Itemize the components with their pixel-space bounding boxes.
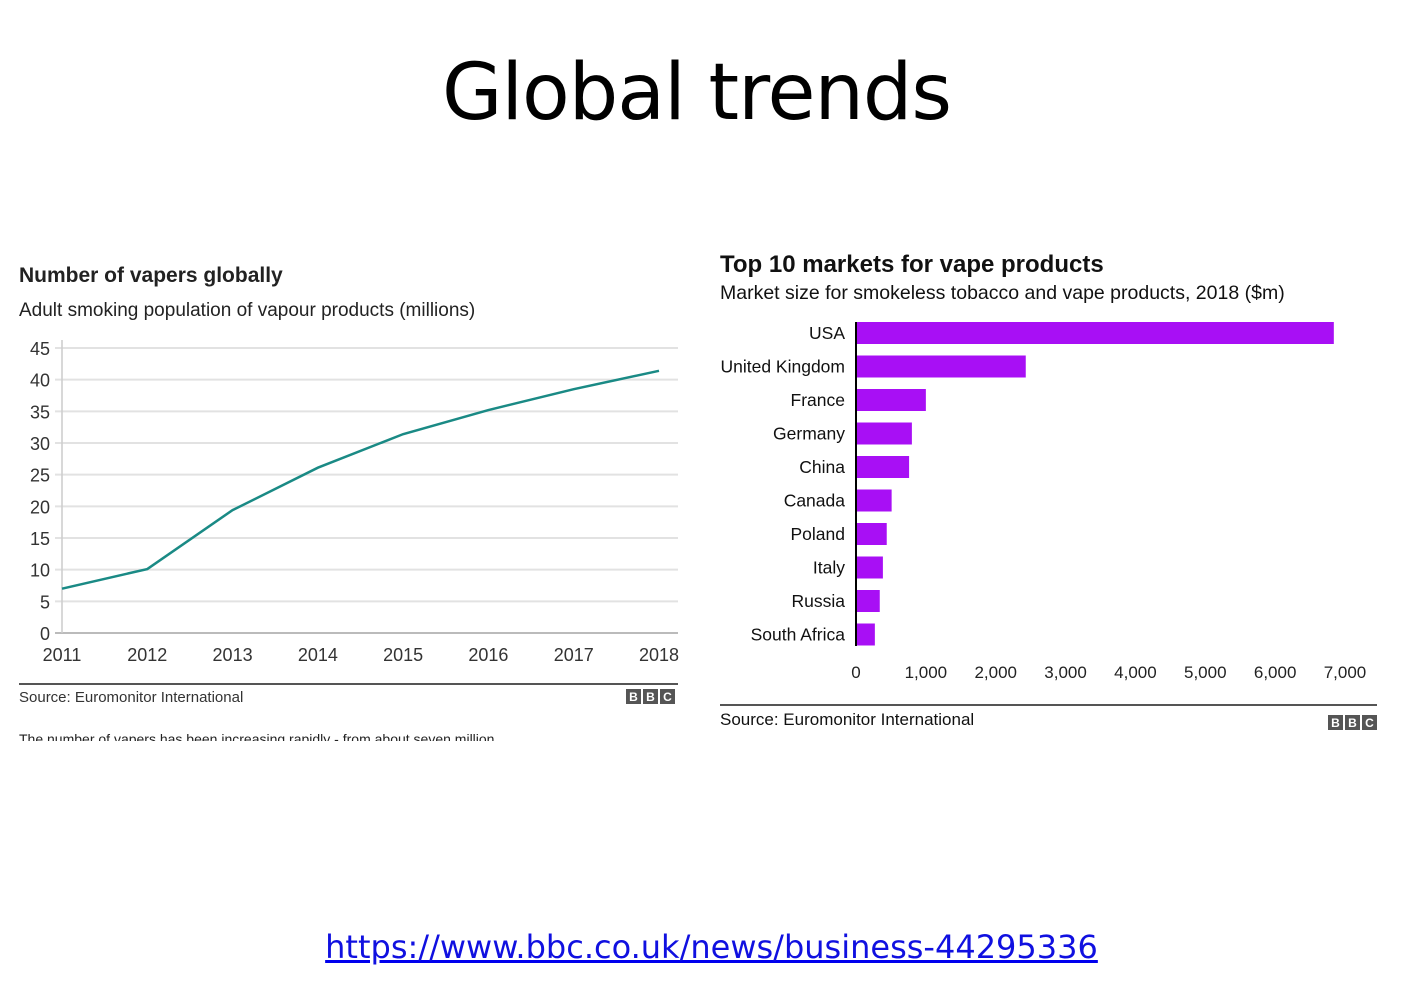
x-tick-label: 5,000 (1184, 663, 1227, 682)
logo-block (1362, 715, 1377, 730)
bar-italy (856, 556, 883, 579)
bar-poland (856, 523, 887, 545)
x-tick-label: 1,000 (905, 663, 948, 682)
line-chart-source: Source: Euromonitor International (19, 689, 243, 706)
y-tick-label: 45 (30, 339, 50, 359)
bar-germany (856, 422, 912, 445)
logo-letter: C (663, 690, 672, 704)
y-tick-label: 20 (30, 497, 50, 517)
line-chart-title: Number of vapers globally (19, 264, 283, 287)
source-link[interactable]: https://www.bbc.co.uk/news/business-4429… (0, 928, 1423, 966)
article-caption: The number of vapers has been increasing… (19, 731, 495, 741)
bar-united-kingdom (856, 355, 1026, 378)
y-tick-label: 30 (30, 434, 50, 454)
x-tick-label: 2018 (639, 645, 679, 665)
logo-letter: B (646, 690, 655, 704)
x-tick-label: 0 (851, 663, 860, 682)
bar-russia (856, 590, 880, 612)
bar-chart-title: Top 10 markets for vape products (720, 251, 1104, 278)
logo-letter: C (1365, 716, 1374, 730)
logo-letter: B (1331, 716, 1340, 730)
category-label: Canada (784, 491, 846, 511)
logo-letter: B (629, 690, 638, 704)
x-tick-label: 2012 (127, 645, 167, 665)
caption-clip: The number of vapers has been increasing… (19, 731, 619, 741)
category-label: USA (809, 323, 845, 343)
y-tick-label: 25 (30, 466, 50, 486)
x-tick-label: 6,000 (1254, 663, 1297, 682)
bar-france (856, 389, 926, 411)
bar-chart-source: Source: Euromonitor International (720, 710, 974, 729)
bar-china (856, 456, 910, 478)
x-tick-label: 2013 (213, 645, 253, 665)
bar-canada (856, 489, 892, 512)
category-label: China (799, 457, 845, 477)
logo-block (660, 689, 675, 704)
logo-block (626, 689, 641, 704)
bar-south-africa (856, 623, 875, 646)
logo-letter: B (1348, 716, 1357, 730)
logo-block (1345, 715, 1360, 730)
bar-usa (856, 322, 1334, 344)
source-link-text[interactable]: https://www.bbc.co.uk/news/business-4429… (325, 928, 1098, 966)
x-tick-label: 7,000 (1324, 663, 1367, 682)
x-tick-label: 3,000 (1044, 663, 1087, 682)
category-label: Germany (773, 424, 845, 444)
y-tick-label: 5 (40, 592, 50, 612)
category-label: Italy (813, 558, 845, 578)
y-tick-label: 35 (30, 402, 50, 422)
y-tick-label: 0 (40, 624, 50, 644)
y-tick-label: 10 (30, 561, 50, 581)
line-chart-subtitle: Adult smoking population of vapour produ… (19, 300, 475, 321)
x-tick-label: 2,000 (974, 663, 1017, 682)
y-tick-label: 15 (30, 529, 50, 549)
x-tick-label: 2011 (43, 645, 82, 665)
x-tick-label: 2014 (298, 645, 338, 665)
bar-chart-subtitle: Market size for smokeless tobacco and va… (720, 282, 1285, 304)
category-label: Russia (792, 591, 846, 611)
logo-block (643, 689, 658, 704)
category-label: South Africa (751, 625, 846, 645)
category-label: France (791, 390, 845, 410)
x-tick-label: 2017 (554, 645, 594, 665)
bar-chart: Top 10 markets for vape products Market … (720, 251, 1377, 730)
logo-block (1328, 715, 1343, 730)
x-tick-label: 2015 (383, 645, 423, 665)
category-label: United Kingdom (720, 357, 845, 377)
x-tick-label: 2016 (468, 645, 508, 665)
y-tick-label: 40 (30, 371, 50, 391)
x-tick-label: 4,000 (1114, 663, 1157, 682)
series-line (61, 369, 660, 590)
slide-title: Global trends (441, 48, 952, 138)
category-label: Poland (791, 524, 846, 544)
line-chart: Number of vapers globally Adult smoking … (19, 264, 679, 706)
